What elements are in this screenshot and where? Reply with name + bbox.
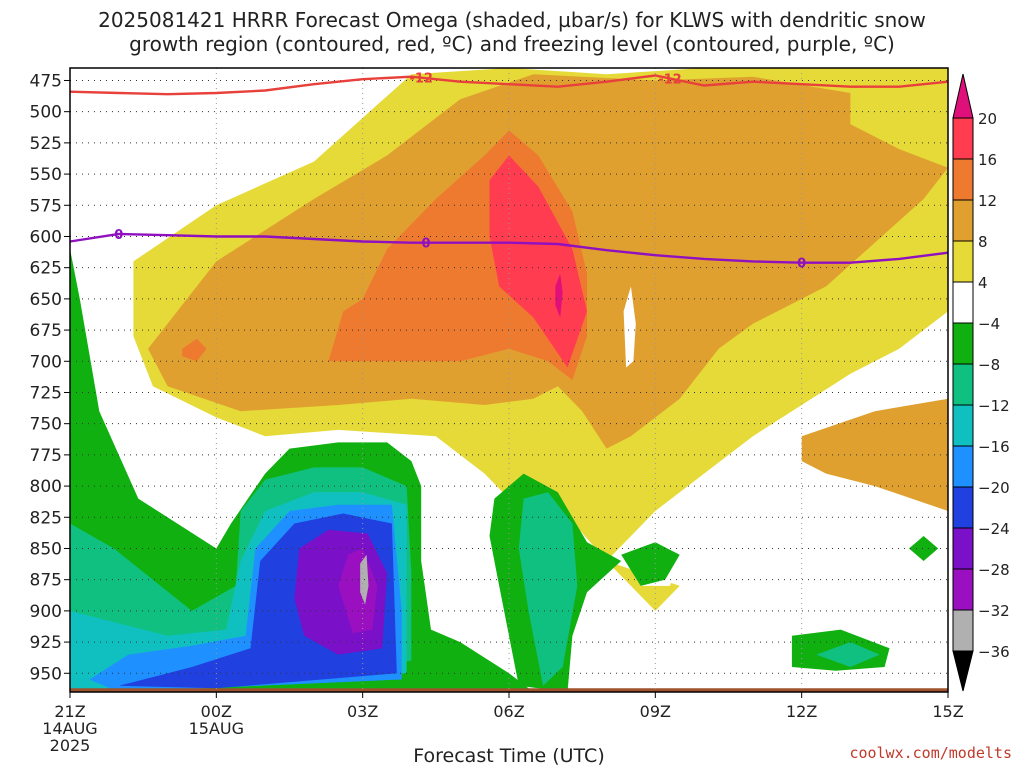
omega-field	[70, 68, 948, 692]
y-tick-label-950: 950	[30, 664, 62, 684]
colorbar-label-5: −4	[978, 315, 1000, 333]
omega-region-positive-3	[489, 155, 587, 368]
y-tick-label-825: 825	[30, 508, 62, 528]
x-axis-label: Forecast Time (UTC)	[413, 745, 604, 767]
dgz-isotherm-label-1: -12	[658, 72, 682, 87]
colorbar-bottom-arrow	[952, 650, 974, 692]
y-tick-label-850: 850	[30, 539, 62, 559]
title-line-1: 2025081421 HRRR Forecast Omega (shaded, …	[98, 8, 926, 32]
colorbar-box-7	[952, 404, 974, 447]
y-tick-label-625: 625	[30, 259, 62, 279]
y-tick-label-500: 500	[30, 103, 62, 123]
colorbar-label-7: −12	[978, 397, 1010, 415]
x-tick-label-3-1: 15AUG	[189, 719, 244, 738]
colorbar-label-1: 16	[978, 151, 997, 169]
colorbar-label-12: −32	[978, 602, 1010, 620]
colorbar-label-4: 4	[978, 274, 988, 292]
x-tick-label-12-0: 09Z	[640, 702, 671, 721]
omega-region-negative-6	[338, 548, 378, 634]
svg-text:0: 0	[422, 237, 431, 252]
colorbar-box-8	[952, 445, 974, 488]
colorbar: 20 16 12 8 4 −4 −8 −12 −16 −20 −24 −28 −32 −36	[952, 73, 1010, 692]
x-tick-label-9-0: 06Z	[493, 702, 524, 721]
omega-region-negative-13	[909, 536, 939, 561]
title-line-2: growth region (contoured, red, ºC) and f…	[129, 32, 895, 56]
freezing-level-label-0: 0	[114, 228, 123, 243]
colorbar-box-0	[952, 117, 974, 160]
colorbar-top-arrow	[952, 73, 974, 119]
colorbar-label-11: −28	[978, 561, 1010, 579]
colorbar-label-3: 8	[978, 233, 988, 251]
colorbar-box-10	[952, 527, 974, 570]
colorbar-label-10: −24	[978, 520, 1010, 538]
y-tick-label-750: 750	[30, 415, 62, 435]
colorbar-box-4	[952, 281, 974, 324]
colorbar-label-6: −8	[978, 356, 1000, 374]
freezing-level-label-1: 0	[422, 237, 431, 252]
colorbar-label-9: −20	[978, 479, 1010, 497]
omega-region-negative-9	[518, 492, 578, 686]
credit-text[interactable]: coolwx.com/modelts	[849, 744, 1012, 762]
colorbar-label-0: 20	[978, 110, 997, 128]
colorbar-box-6	[952, 363, 974, 406]
y-axis: 475 500 525 550 575 600 625 650 675 700 725 750 775 8…	[30, 71, 70, 684]
freezing-level-label-2: 0	[797, 257, 806, 272]
colorbar-label-13: −36	[978, 643, 1010, 661]
dgz-isotherm-line	[69, 74, 949, 96]
colorbar-box-9	[952, 486, 974, 529]
y-tick-label-600: 600	[30, 227, 62, 247]
y-tick-label-700: 700	[30, 352, 62, 372]
y-tick-label-925: 925	[30, 633, 62, 653]
svg-text:0: 0	[797, 257, 806, 272]
colorbar-box-1	[952, 158, 974, 201]
y-tick-label-650: 650	[30, 290, 62, 310]
x-tick-label-3-0: 00Z	[201, 702, 232, 721]
y-tick-label-675: 675	[30, 321, 62, 341]
colorbar-label-8: −16	[978, 438, 1010, 456]
omega-region-positive-4	[182, 338, 207, 362]
svg-text:0: 0	[114, 228, 123, 243]
y-tick-label-475: 475	[30, 71, 62, 91]
y-tick-label-900: 900	[30, 602, 62, 622]
omega-region-neutral-0	[623, 286, 636, 368]
colorbar-label-2: 12	[978, 192, 997, 210]
y-tick-label-725: 725	[30, 383, 62, 403]
ground-strip	[70, 688, 948, 692]
y-tick-label-775: 775	[30, 446, 62, 466]
freezing-level-line	[69, 232, 949, 264]
colorbar-box-5	[952, 322, 974, 365]
svg-text:-12: -12	[409, 72, 433, 87]
x-tick-label-0-2: 2025	[50, 736, 91, 755]
y-tick-label-875: 875	[30, 571, 62, 591]
x-tick-label-0-0: 21Z	[54, 702, 85, 721]
omega-region-neutral-2	[752, 511, 948, 611]
dgz-isotherm-label-0: -12	[409, 72, 433, 87]
y-tick-label-575: 575	[30, 196, 62, 216]
colorbar-box-3	[952, 240, 974, 283]
omega-region-positive-6	[555, 273, 563, 318]
plot-area: -12 -12 0 0 0	[69, 67, 949, 693]
x-tick-label-18-0: 15Z	[932, 702, 963, 721]
colorbar-box-2	[952, 199, 974, 242]
colorbar-box-12	[952, 609, 974, 652]
y-tick-label-800: 800	[30, 477, 62, 497]
omega-region-negative-12	[816, 642, 880, 667]
omega-region-negative-10	[621, 542, 680, 586]
colorbar-box-11	[952, 568, 974, 611]
x-tick-label-0-1: 14AUG	[42, 719, 97, 738]
y-tick-label-525: 525	[30, 134, 62, 154]
svg-text:-12: -12	[658, 72, 682, 87]
x-tick-label-6-0: 03Z	[347, 702, 378, 721]
y-tick-label-550: 550	[30, 165, 62, 185]
x-tick-label-15-0: 12Z	[786, 702, 817, 721]
omega-region-neutral-3	[840, 361, 948, 405]
